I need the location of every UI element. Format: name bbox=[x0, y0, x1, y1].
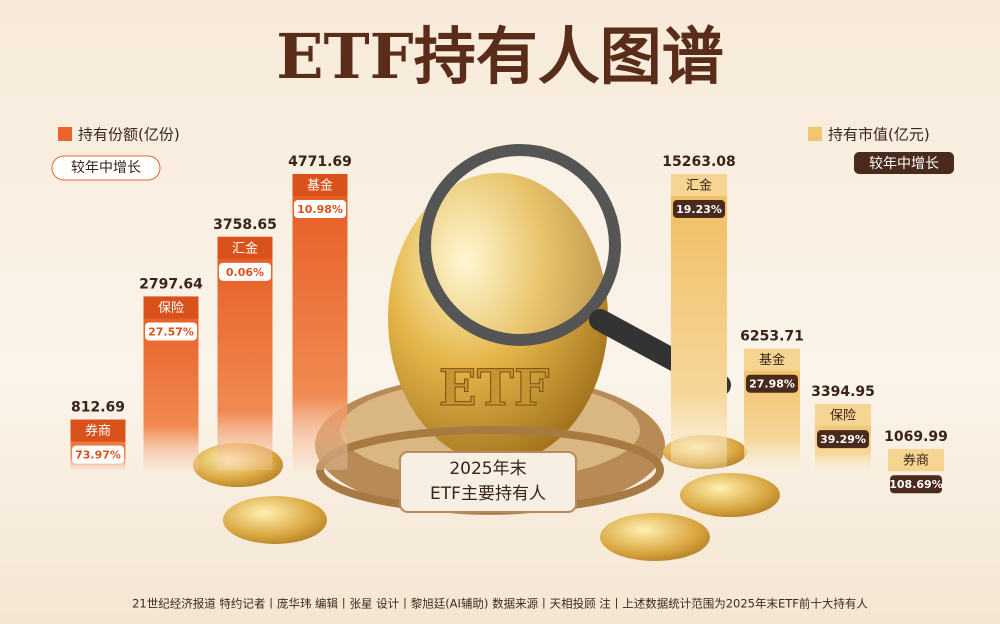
growth-pill bbox=[890, 475, 942, 494]
growth-label: 73.97% bbox=[75, 449, 121, 462]
category-label: 基金 bbox=[759, 352, 785, 368]
category-label: 基金 bbox=[307, 178, 333, 194]
footer: 21世纪经济报道 特约记者丨庞华玮 编辑丨张星 设计丨黎旭廷(AI辅助) 数据来… bbox=[132, 597, 868, 611]
center-label: ETF主要持有人 bbox=[430, 484, 546, 504]
category-label: 汇金 bbox=[686, 178, 712, 194]
subtitle: 较年中增长 bbox=[71, 160, 141, 176]
value-label: 15263.08 bbox=[662, 154, 736, 170]
category-box bbox=[143, 296, 199, 319]
value-label: 812.69 bbox=[71, 400, 125, 416]
category-label: 汇金 bbox=[232, 240, 258, 256]
category-box bbox=[292, 174, 348, 196]
growth-label: 0.06% bbox=[226, 266, 264, 279]
subtitle: 较年中增长 bbox=[869, 156, 939, 172]
value-label: 4771.69 bbox=[288, 154, 352, 170]
growth-pill bbox=[294, 200, 346, 218]
title: ETF持有人图谱 bbox=[276, 20, 723, 93]
value-label: 1069.99 bbox=[884, 429, 948, 445]
legend-label: 持有份额(亿份) bbox=[78, 126, 180, 144]
category-box bbox=[70, 419, 126, 442]
growth-label: 39.29% bbox=[820, 433, 866, 446]
growth-pill bbox=[817, 430, 869, 449]
value-label: 3758.65 bbox=[213, 217, 277, 233]
subtitle-pill bbox=[51, 155, 161, 181]
growth-pill bbox=[72, 445, 124, 464]
legend-label: 持有市值(亿元) bbox=[828, 126, 930, 144]
legend-swatch bbox=[58, 127, 72, 141]
growth-label: 27.57% bbox=[148, 325, 194, 338]
category-box bbox=[888, 449, 944, 472]
category-label: 券商 bbox=[903, 453, 929, 469]
egg-label: ETF bbox=[439, 358, 550, 417]
bar bbox=[671, 174, 727, 470]
category-label: 券商 bbox=[85, 423, 111, 439]
category-label: 保险 bbox=[830, 409, 856, 424]
growth-label: 19.23% bbox=[676, 203, 722, 216]
growth-pill bbox=[219, 262, 271, 281]
growth-label: 108.69% bbox=[889, 478, 942, 491]
category-box bbox=[744, 348, 800, 371]
growth-pill bbox=[145, 322, 197, 341]
category-box bbox=[671, 174, 727, 196]
growth-label: 27.98% bbox=[749, 378, 795, 391]
subtitle-pill bbox=[854, 152, 954, 174]
growth-label: 10.98% bbox=[297, 203, 343, 216]
value-label: 2797.64 bbox=[139, 276, 203, 292]
center-label: 2025年末 bbox=[449, 459, 526, 479]
growth-pill bbox=[746, 374, 798, 393]
value-label: 6253.71 bbox=[740, 329, 804, 345]
bar bbox=[292, 174, 348, 470]
category-label: 保险 bbox=[158, 301, 184, 316]
value-label: 3394.95 bbox=[811, 384, 875, 400]
growth-pill bbox=[673, 200, 725, 218]
category-box bbox=[217, 236, 273, 259]
legend-swatch bbox=[808, 127, 822, 141]
category-box bbox=[815, 404, 871, 427]
